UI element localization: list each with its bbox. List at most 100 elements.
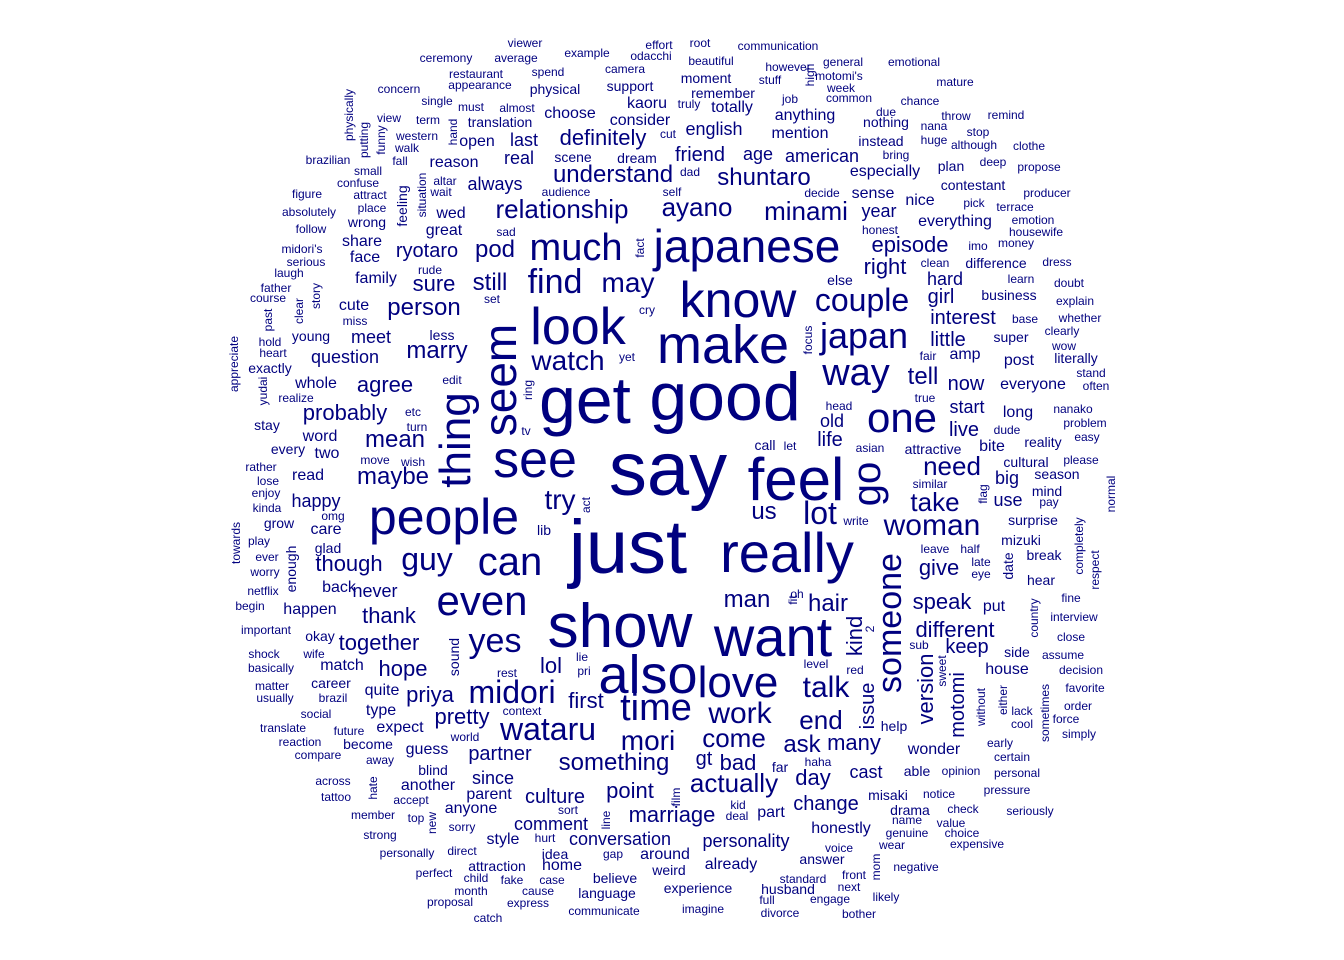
cloud-word-way: way [822, 352, 890, 394]
cloud-word-expensive: expensive [949, 837, 1005, 851]
cloud-word-great: great [425, 222, 463, 239]
cloud-word-pay: pay [1039, 495, 1059, 509]
cloud-word-talk: talk [802, 671, 850, 704]
cloud-word-notice: notice [922, 787, 956, 801]
cloud-word-etc: etc [404, 405, 422, 419]
cloud-word-heart: heart [259, 346, 287, 360]
cloud-word-choose: choose [544, 105, 596, 122]
cloud-word-weird: weird [652, 862, 686, 878]
cloud-word-walk: walk [394, 141, 420, 155]
cloud-word-right: right [863, 254, 907, 279]
cloud-word-gap: gap [602, 847, 624, 861]
cloud-word-probably: probably [302, 400, 388, 425]
cloud-word-decide: decide [804, 186, 840, 200]
cloud-word-guess: guess [405, 741, 449, 758]
cloud-word-nothing: nothing [863, 114, 909, 130]
cloud-word-husband: husband [761, 881, 815, 897]
cloud-word-stuff: stuff [758, 73, 782, 87]
cloud-word-serious: serious [286, 255, 326, 269]
cloud-word-career: career [311, 675, 351, 691]
cloud-word-bother: bother [841, 907, 877, 921]
cloud-word-past: past [261, 308, 275, 332]
cloud-word-term: term [416, 113, 440, 127]
cloud-word-focus: focus [801, 325, 815, 355]
cloud-word-simply: simply [1061, 727, 1097, 741]
cloud-word-happen: happen [283, 601, 337, 618]
cloud-word-need: need [923, 451, 981, 481]
cloud-word-proposal: proposal [426, 895, 474, 909]
cloud-word-eye: eye [971, 567, 991, 581]
cloud-word-compare: compare [294, 748, 342, 762]
cloud-word-hair: hair [807, 590, 849, 617]
cloud-word-care: care [310, 521, 342, 538]
cloud-word-follow: follow [295, 222, 327, 236]
cloud-word-across: across [315, 774, 351, 788]
cloud-word-enough: enough [283, 545, 299, 593]
cloud-word-clothe: clothe [1012, 139, 1046, 153]
cloud-word-huge: huge [920, 133, 948, 147]
cloud-word-nanako: nanako [1053, 402, 1093, 416]
cloud-word-life: life [817, 429, 843, 451]
cloud-word-hear: hear [1026, 572, 1056, 588]
cloud-word-english: english [685, 119, 743, 139]
cloud-word-laugh: laugh [274, 266, 304, 280]
cloud-word-exactly: exactly [248, 360, 292, 376]
cloud-word-please: please [1063, 453, 1099, 467]
cloud-word-must: must [457, 100, 485, 114]
cloud-word-rest: rest [496, 666, 518, 680]
cloud-word-brazil: brazil [318, 691, 348, 705]
cloud-word-mention: mention [771, 125, 829, 142]
cloud-word-clearly: clearly [1044, 324, 1080, 338]
cloud-word-imagine: imagine [681, 902, 725, 916]
cloud-word-also: also [598, 645, 698, 705]
cloud-word-personally: personally [379, 846, 435, 860]
cloud-word-friend: friend [674, 144, 726, 166]
cloud-word-similar: similar [912, 477, 948, 491]
cloud-word-edit: edit [442, 373, 462, 387]
cloud-word-come: come [702, 723, 766, 753]
cloud-word-sort: sort [557, 803, 579, 817]
cloud-word-else: else [827, 272, 853, 288]
cloud-word-call: call [754, 437, 776, 453]
cloud-word-sorry: sorry [448, 820, 476, 834]
cloud-word-attraction: attraction [468, 858, 526, 874]
cloud-word-can: can [477, 540, 543, 584]
cloud-word-hard: hard [926, 269, 964, 289]
cloud-word-lie: lie [575, 650, 589, 664]
cloud-word-maybe: maybe [356, 463, 430, 490]
cloud-word-kind: kind [842, 615, 867, 657]
cloud-word-find: find [527, 263, 583, 301]
cloud-word-good: good [649, 359, 801, 435]
cloud-word-misaki: misaki [868, 787, 908, 803]
cloud-word-hurt: hurt [534, 831, 556, 845]
cloud-word-sense: sense [851, 185, 895, 202]
cloud-word-away: away [365, 753, 395, 767]
cloud-word-accept: accept [393, 793, 429, 807]
cloud-word-wish: wish [400, 455, 426, 469]
cloud-word-small: small [353, 164, 383, 178]
cloud-word-long: long [1002, 404, 1034, 421]
cloud-word-voice: voice [824, 841, 854, 855]
cloud-word-likely: likely [872, 890, 900, 904]
cloud-word-wife: wife [303, 647, 325, 661]
cloud-word-everything: everything [918, 213, 992, 230]
cloud-word-show: show [547, 592, 693, 661]
cloud-word-surprise: surprise [1008, 512, 1058, 528]
cloud-word-wait: wait [430, 185, 452, 199]
cloud-word-speak: speak [912, 589, 972, 614]
cloud-word-agree: agree [356, 372, 414, 397]
cloud-word-difference: difference [965, 255, 1027, 271]
cloud-word-girl: girl [927, 286, 955, 308]
cloud-word-definitely: definitely [559, 125, 647, 150]
cloud-word-much: much [529, 227, 623, 269]
cloud-word-something: something [558, 749, 670, 776]
cloud-word-name: name [891, 813, 923, 827]
cloud-word-bad: bad [719, 750, 757, 775]
cloud-word-worry: worry [250, 565, 280, 579]
cloud-word-appearance: appearance [448, 78, 512, 92]
cloud-word-expect: expect [376, 719, 424, 736]
cloud-word-start: start [949, 397, 985, 417]
cloud-word-putting: putting [357, 121, 371, 159]
cloud-word-motomi: motomi [947, 672, 969, 738]
cloud-word-lot: lot [803, 495, 837, 531]
